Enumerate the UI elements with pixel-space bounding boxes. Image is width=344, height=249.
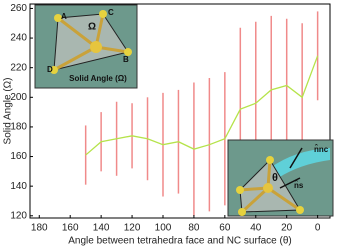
normal-label: n̂nc xyxy=(314,145,329,154)
bond xyxy=(53,45,97,72)
theta: θ xyxy=(272,172,278,184)
x-tick-label: 180 xyxy=(31,223,48,234)
line xyxy=(85,55,319,156)
y-tick-label: 260 xyxy=(10,3,27,14)
inset-caption: Solid Angle (Ω) xyxy=(69,74,127,83)
x-tick-label: 20 xyxy=(281,223,293,234)
x-tick-label: 160 xyxy=(62,223,79,234)
x-tick-label: 100 xyxy=(155,223,172,234)
plot-area xyxy=(84,11,319,216)
atom xyxy=(99,10,107,18)
x-axis-title: Angle between tetrahedra face and NC sur… xyxy=(68,236,291,247)
nc-surface xyxy=(270,148,330,178)
x-tick-label: 60 xyxy=(219,223,231,234)
y-tick-label: 180 xyxy=(10,122,27,133)
atom xyxy=(50,66,58,74)
omega: Ω xyxy=(88,22,96,33)
x-tick-label: 0 xyxy=(315,223,321,234)
y-tick-label: 240 xyxy=(10,33,27,44)
bond xyxy=(267,186,301,212)
x-tick-label: 140 xyxy=(93,223,110,234)
atom xyxy=(238,208,246,216)
atom xyxy=(263,183,273,193)
bond xyxy=(240,186,270,214)
bond xyxy=(57,16,97,49)
normal-label: n̂s xyxy=(294,181,304,190)
y-tick-label: 200 xyxy=(10,92,27,103)
x-tick-label: 40 xyxy=(250,223,262,234)
y-axis-title: Solid Angle (Ω) xyxy=(3,78,14,145)
y-tick-label: 140 xyxy=(10,181,27,192)
vertex-label: D xyxy=(47,65,53,74)
atom xyxy=(54,14,62,22)
vertex-label: B xyxy=(123,55,129,64)
vertex-label: A xyxy=(61,12,67,21)
inset-bottom-right: θ n̂nc n̂s xyxy=(227,139,334,217)
inset-top-left: Ω A B C D Solid Angle (Ω) xyxy=(34,4,138,89)
y-tick-label: 120 xyxy=(10,210,27,221)
normal-arrow xyxy=(279,177,301,189)
atom xyxy=(296,206,304,214)
vertex-label: C xyxy=(108,8,114,17)
atom xyxy=(266,156,274,164)
atom xyxy=(90,41,102,53)
atom xyxy=(124,48,132,56)
x-tick-label: 120 xyxy=(124,223,141,234)
x-tick-label: 80 xyxy=(188,223,200,234)
y-tick-label: 160 xyxy=(10,151,27,162)
normal-arrow xyxy=(289,147,303,169)
atom xyxy=(236,186,244,194)
y-tick-label: 220 xyxy=(10,62,27,73)
